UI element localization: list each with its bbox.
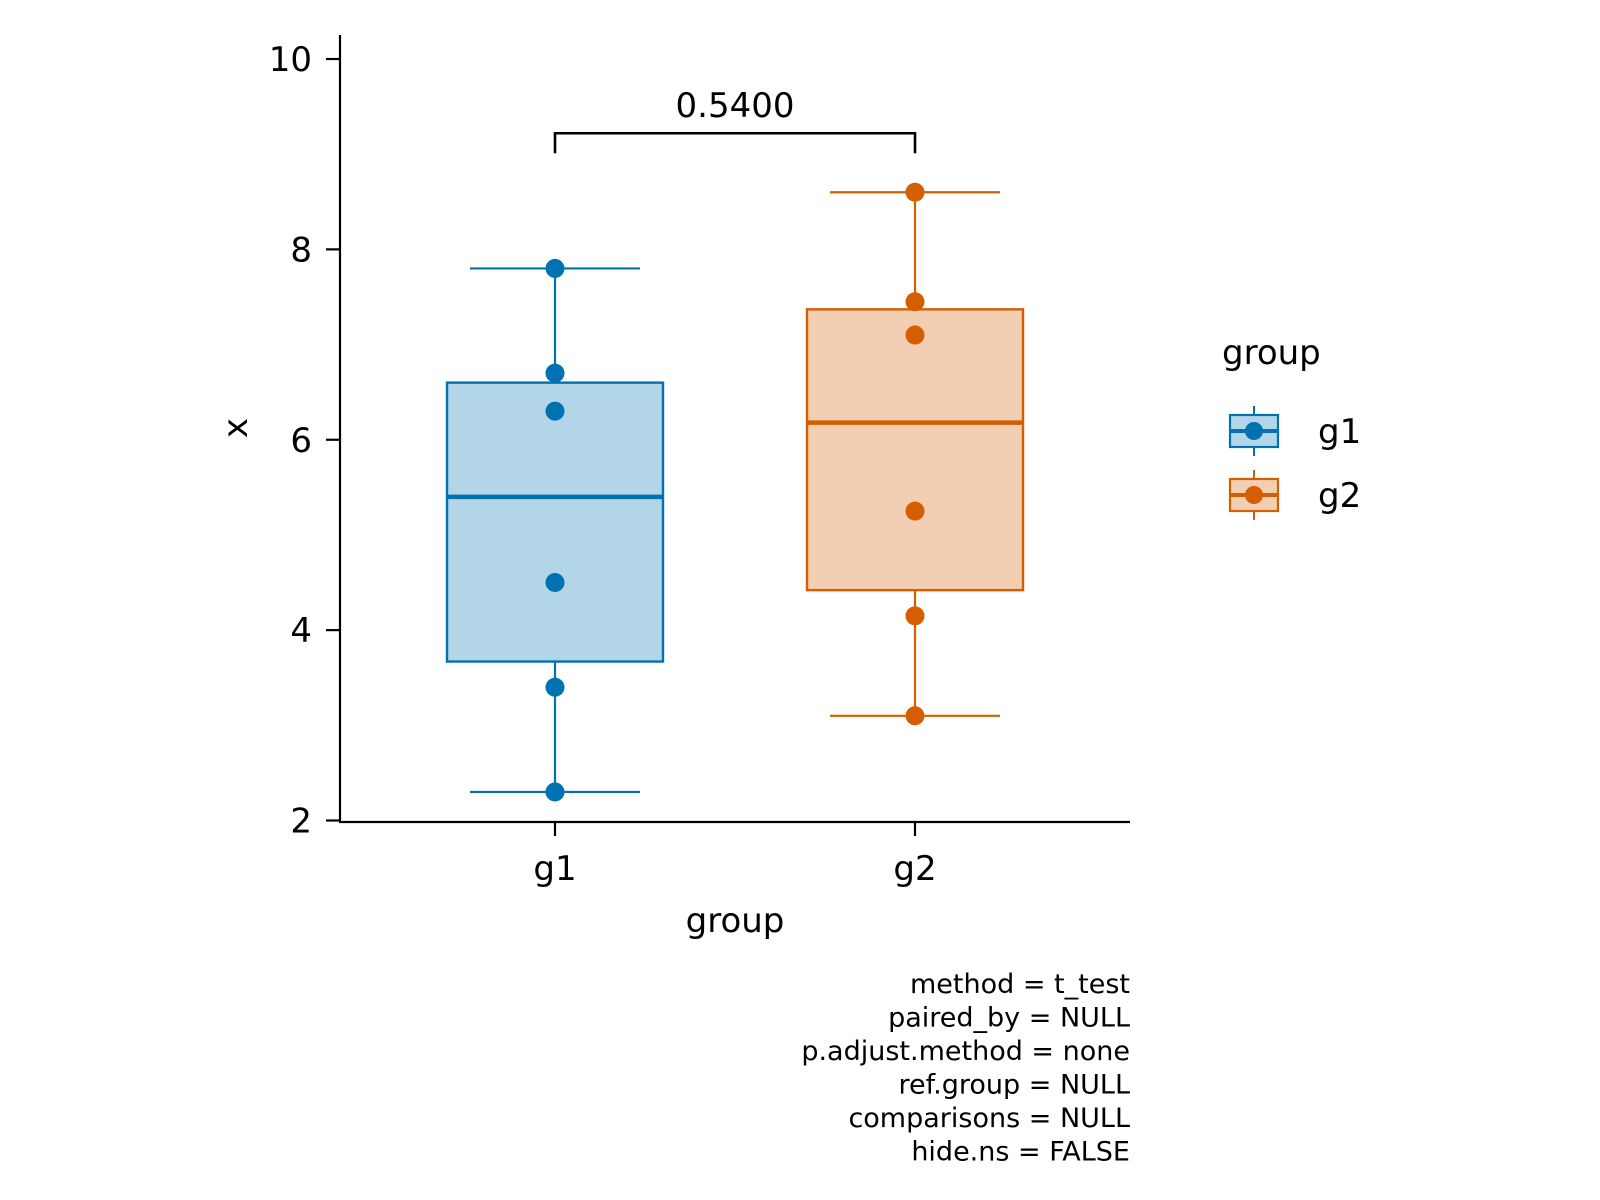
- caption-line: method = t_test: [910, 969, 1130, 1000]
- y-tick-label: 6: [290, 421, 312, 461]
- caption-line: paired_by = NULL: [888, 1003, 1130, 1034]
- boxplot-g1: [445, 258, 665, 802]
- data-point: [905, 606, 925, 626]
- data-point: [545, 258, 565, 278]
- y-tick-label: 8: [290, 230, 312, 270]
- caption-line: ref.group = NULL: [899, 1070, 1131, 1101]
- data-point: [905, 292, 925, 312]
- data-point: [545, 677, 565, 697]
- y-tick-label: 4: [290, 611, 312, 651]
- x-tick-label: g2: [893, 849, 936, 889]
- box: [445, 381, 665, 663]
- boxplot-g2: [805, 182, 1025, 726]
- x-axis-title: group: [686, 901, 785, 941]
- y-tick-label: 2: [290, 802, 312, 842]
- legend-key-point: [1245, 422, 1263, 440]
- caption-line: p.adjust.method = none: [801, 1036, 1130, 1067]
- y-axis-title: x: [216, 418, 256, 438]
- data-point: [545, 363, 565, 383]
- legend-label: g1: [1318, 412, 1361, 452]
- data-point: [905, 706, 925, 726]
- data-point: [905, 501, 925, 521]
- legend-item-g1: [1228, 406, 1280, 456]
- caption-line: hide.ns = FALSE: [911, 1137, 1130, 1168]
- p-value-label: 0.5400: [676, 86, 795, 126]
- data-point: [905, 182, 925, 202]
- data-point: [545, 401, 565, 421]
- caption-line: comparisons = NULL: [848, 1103, 1130, 1134]
- y-tick-label: 10: [269, 40, 312, 80]
- legend-label: g2: [1318, 476, 1361, 516]
- bracket-line: [553, 131, 917, 154]
- data-point: [545, 782, 565, 802]
- data-point: [905, 325, 925, 345]
- data-point: [545, 573, 565, 593]
- comparison-bracket: [553, 131, 917, 154]
- box: [805, 308, 1025, 592]
- legend-key-point: [1245, 486, 1263, 504]
- legend-item-g2: [1228, 470, 1280, 520]
- legend-title: group: [1222, 333, 1321, 373]
- x-tick-label: g1: [533, 849, 576, 889]
